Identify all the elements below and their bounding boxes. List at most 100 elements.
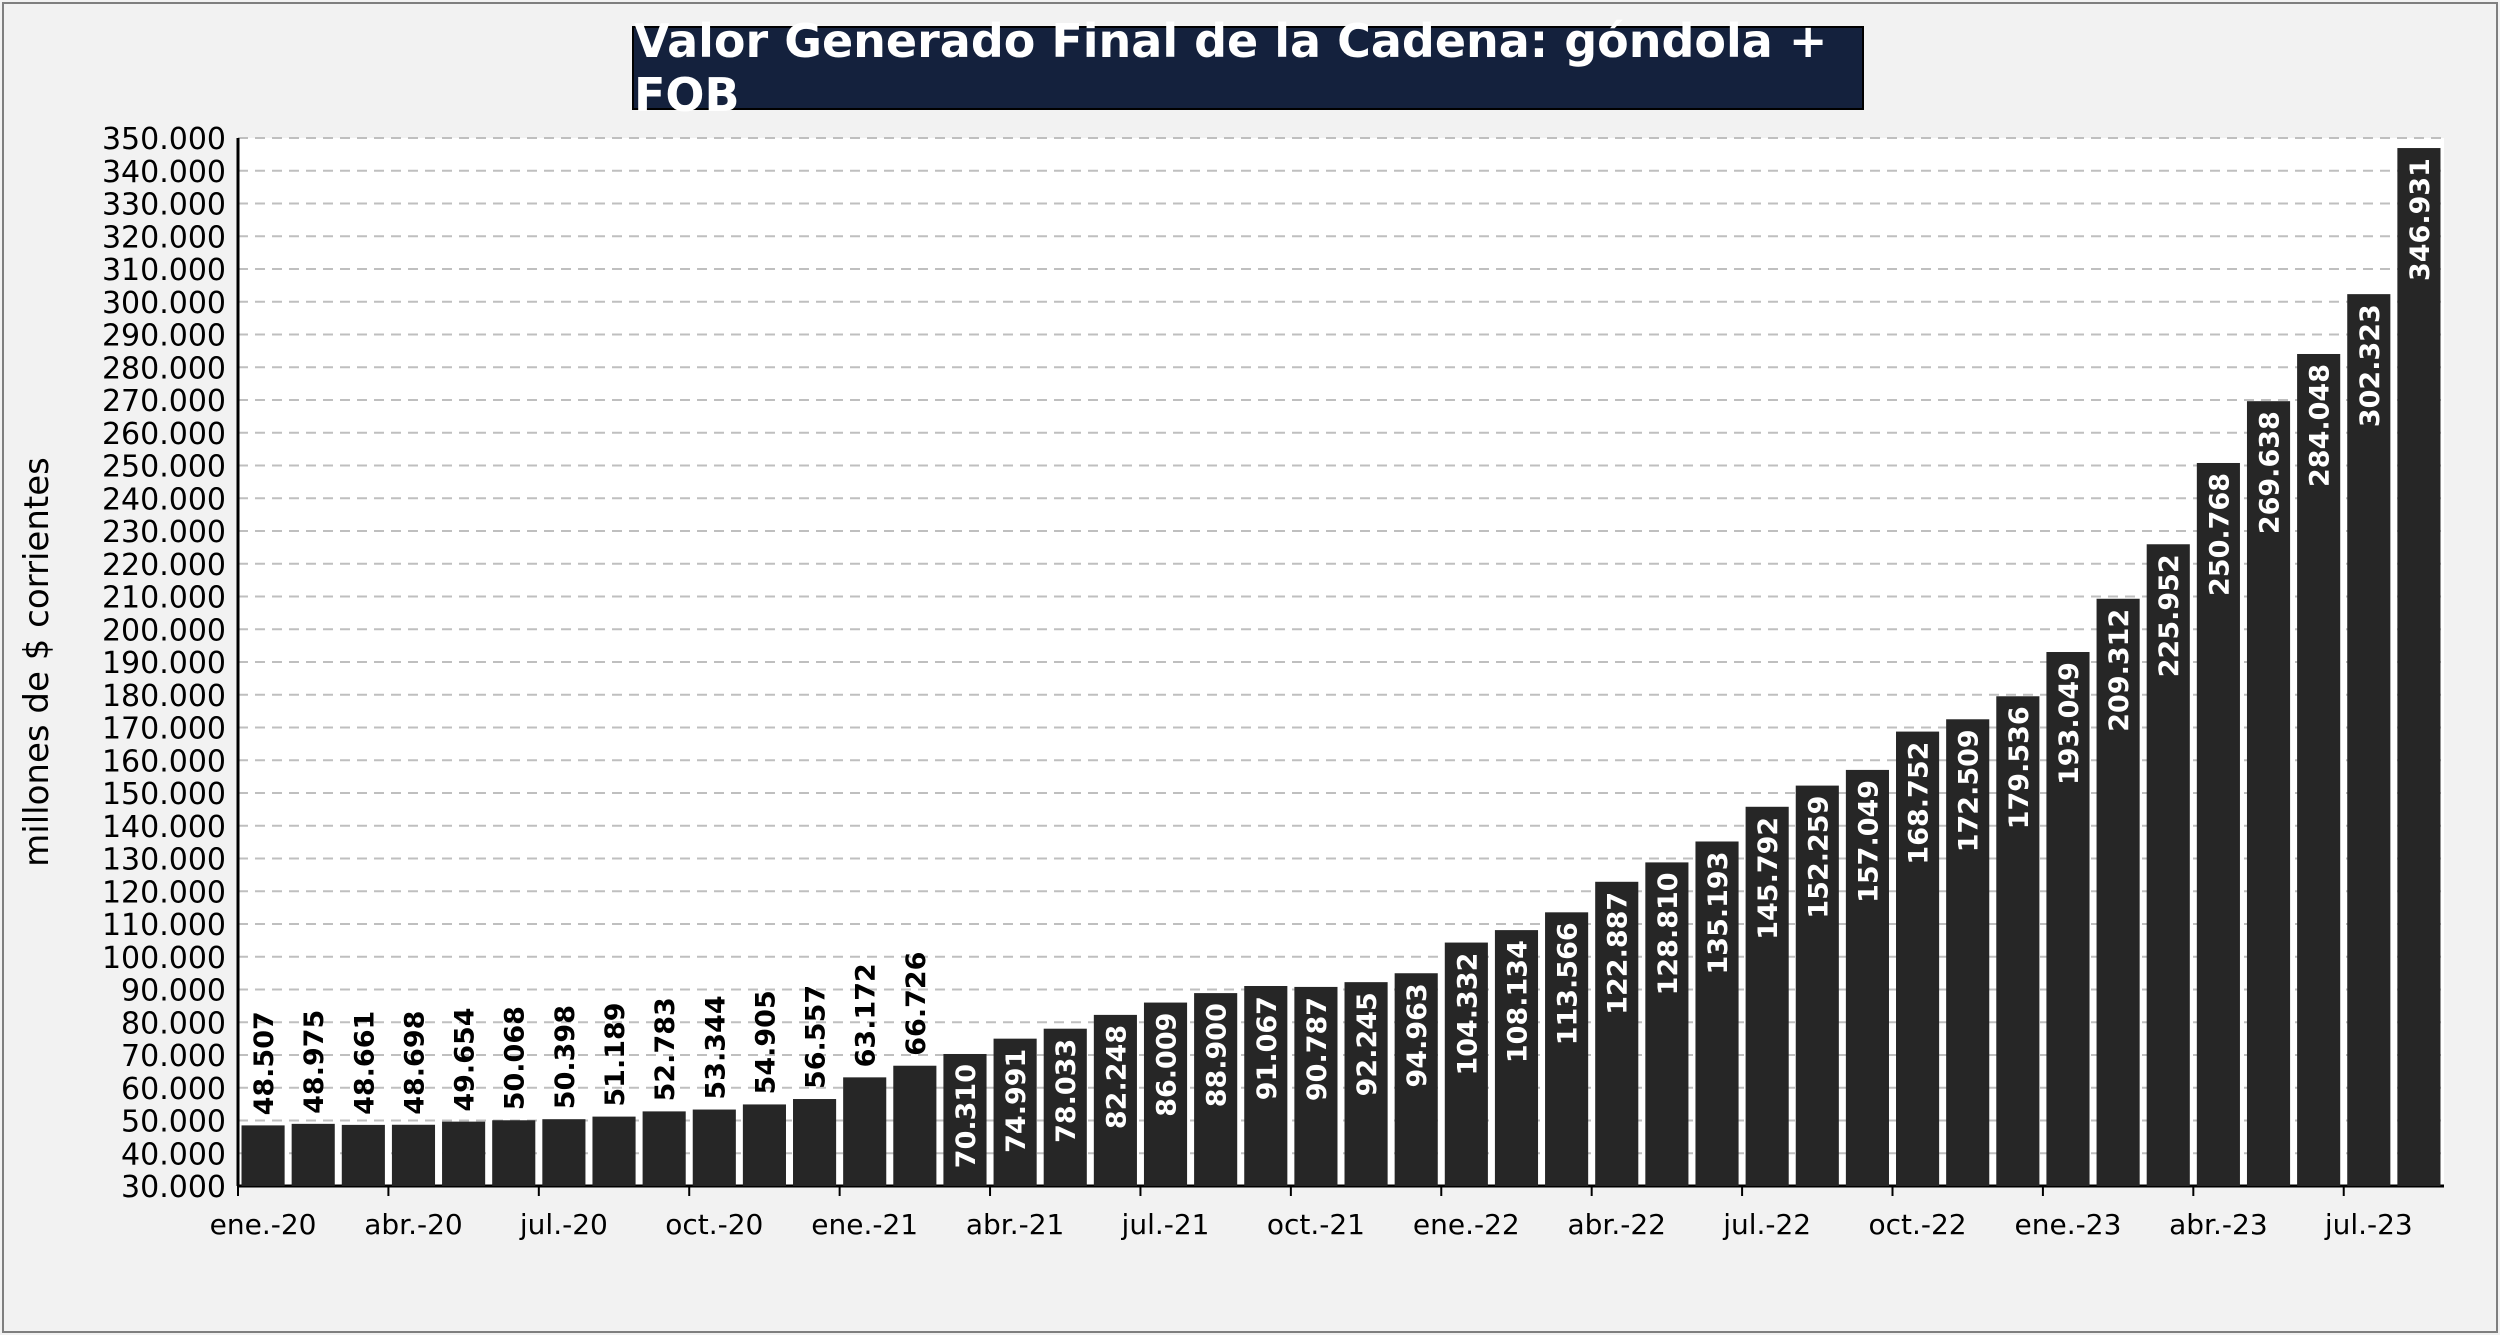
y-tick-label: 150.000	[102, 777, 226, 812]
y-tick-label: 130.000	[102, 843, 226, 878]
bar	[1595, 881, 1639, 1186]
bar	[2297, 353, 2341, 1186]
bar-data-label: 209.312	[2104, 609, 2135, 732]
x-tick-label: abr.-21	[966, 1208, 1065, 1241]
bar	[1745, 806, 1789, 1186]
bar	[692, 1109, 736, 1186]
bar	[1194, 993, 1238, 1186]
x-tick-label: abr.-22	[1567, 1208, 1666, 1241]
x-tick-label: jul.-20	[519, 1208, 608, 1241]
y-tick-label: 100.000	[102, 941, 226, 976]
bar-data-label: 52.783	[650, 997, 681, 1101]
bar	[793, 1099, 837, 1186]
bar	[642, 1111, 686, 1186]
bar	[2196, 462, 2240, 1186]
y-tick-label: 220.000	[102, 548, 226, 583]
bar	[1795, 785, 1839, 1186]
bar	[1294, 986, 1338, 1186]
bar-data-label: 193.049	[2054, 662, 2085, 785]
bar-data-label: 346.931	[2405, 158, 2436, 281]
bar	[1946, 719, 1990, 1186]
y-tick-label: 310.000	[102, 253, 226, 288]
x-tick-label: abr.-20	[364, 1208, 463, 1241]
bar	[2146, 544, 2190, 1186]
y-tick-label: 170.000	[102, 712, 226, 747]
bar-data-label: 48.507	[249, 1011, 280, 1115]
bar	[893, 1065, 937, 1186]
y-tick-label: 290.000	[102, 319, 226, 354]
x-tick-label: ene.-22	[1413, 1208, 1520, 1241]
bar	[2347, 294, 2391, 1186]
x-tick-label: abr.-23	[2169, 1208, 2268, 1241]
bar	[592, 1116, 636, 1186]
y-tick-label: 210.000	[102, 581, 226, 616]
bar	[1896, 731, 1940, 1186]
y-tick-label: 140.000	[102, 810, 226, 845]
y-tick-label: 300.000	[102, 286, 226, 321]
y-tick-label: 110.000	[102, 908, 226, 943]
y-tick-label: 240.000	[102, 482, 226, 517]
bar-data-label: 128.810	[1653, 872, 1684, 995]
y-tick-label: 230.000	[102, 515, 226, 550]
bar-data-label: 302.323	[2355, 304, 2386, 427]
bar-data-label: 168.752	[1904, 742, 1935, 865]
bar	[1545, 912, 1589, 1186]
bar-data-label: 56.557	[801, 985, 832, 1089]
bar-data-label: 78.033	[1051, 1039, 1082, 1143]
y-tick-label: 60.000	[121, 1072, 226, 1107]
bar	[2046, 652, 2090, 1186]
bar-data-label: 145.792	[1753, 817, 1784, 940]
x-tick-label: ene.-21	[811, 1208, 918, 1241]
y-tick-label: 330.000	[102, 188, 226, 223]
y-tick-label: 80.000	[121, 1006, 226, 1041]
y-tick-label: 350.000	[102, 122, 226, 157]
y-tick-label: 200.000	[102, 613, 226, 648]
bar	[2246, 401, 2291, 1186]
bar	[1043, 1028, 1087, 1186]
bar	[442, 1121, 486, 1186]
y-tick-label: 260.000	[102, 417, 226, 452]
x-tick-label: jul.-23	[2324, 1208, 2413, 1241]
bar-data-label: 284.048	[2305, 364, 2336, 487]
bar	[1093, 1014, 1137, 1186]
bar-data-label: 94.963	[1402, 983, 1433, 1087]
bar	[2096, 598, 2140, 1186]
bar-data-label: 53.344	[700, 995, 731, 1099]
bar-data-label: 54.905	[750, 990, 781, 1094]
y-tick-label: 340.000	[102, 155, 226, 190]
bar-data-label: 122.887	[1603, 892, 1634, 1015]
y-tick-label: 180.000	[102, 679, 226, 714]
bar-data-label: 49.654	[450, 1007, 481, 1111]
bar-data-label: 135.193	[1703, 851, 1734, 974]
bar-data-label: 51.189	[600, 1002, 631, 1106]
bar	[1344, 982, 1388, 1186]
bar-data-label: 91.067	[1252, 996, 1283, 1100]
y-tick-label: 250.000	[102, 450, 226, 485]
bar-data-label: 48.975	[299, 1010, 330, 1114]
bar-data-label: 92.245	[1352, 992, 1383, 1096]
x-tick-label: ene.-20	[210, 1208, 317, 1241]
bar-data-label: 104.332	[1452, 953, 1483, 1076]
x-tick-label: jul.-21	[1121, 1208, 1210, 1241]
bar	[843, 1077, 887, 1186]
bar-data-label: 50.068	[500, 1006, 531, 1110]
bar-data-label: 157.049	[1853, 780, 1884, 903]
x-tick-label: oct.-22	[1868, 1208, 1966, 1241]
x-tick-label: oct.-21	[1267, 1208, 1365, 1241]
y-tick-label: 50.000	[121, 1105, 226, 1140]
bar-data-label: 66.726	[901, 952, 932, 1056]
y-tick-label: 160.000	[102, 744, 226, 779]
bar-data-label: 48.698	[399, 1011, 430, 1115]
bar	[1845, 769, 1889, 1186]
y-tick-label: 120.000	[102, 875, 226, 910]
bar-data-label: 88.900	[1202, 1003, 1233, 1107]
bar	[943, 1053, 987, 1186]
bar	[1645, 862, 1689, 1186]
bar-data-label: 90.787	[1302, 997, 1333, 1101]
bar	[993, 1038, 1037, 1186]
bar	[542, 1119, 586, 1186]
bar-data-label: 48.661	[349, 1011, 380, 1115]
bar-data-label: 63.172	[851, 963, 882, 1067]
bar-data-label: 269.638	[2255, 411, 2286, 534]
bar	[391, 1124, 436, 1186]
